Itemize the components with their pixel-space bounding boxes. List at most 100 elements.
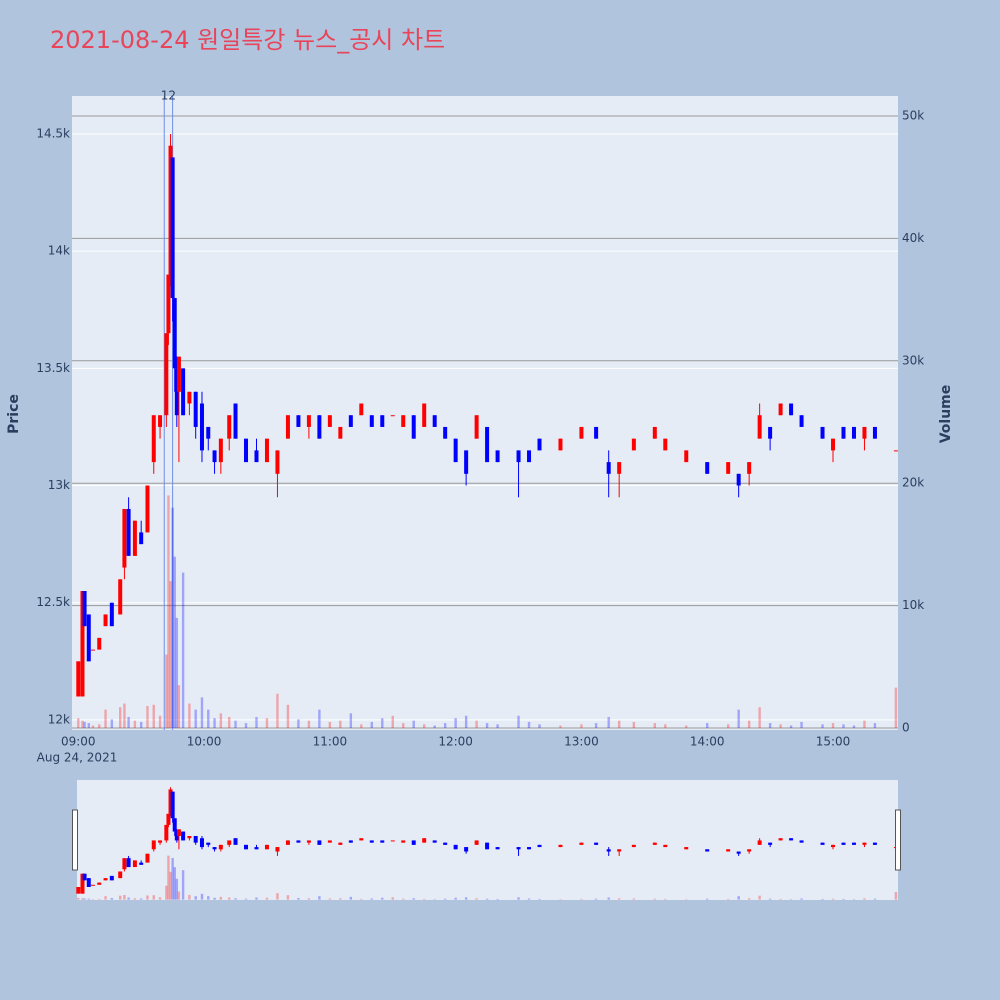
volume-bar: [244, 723, 248, 729]
slider-volume-bar: [779, 898, 782, 900]
volume-bar: [213, 718, 216, 729]
volume-bar: [360, 724, 363, 729]
volume-bar: [167, 495, 170, 729]
slider-volume-bar: [77, 897, 80, 900]
y-tick-label: 12.5k: [36, 595, 70, 609]
candle-body: [132, 520, 137, 556]
slider-volume-bar: [527, 898, 531, 900]
slider-volume-bar: [169, 871, 172, 900]
slider-volume-bar: [297, 898, 300, 900]
x-tick-label: 11:00: [313, 735, 348, 749]
candle-body: [174, 368, 179, 416]
slider-volume-bar: [244, 898, 248, 900]
volume-bar: [464, 715, 468, 729]
slider-volume-bar: [758, 895, 761, 900]
slider-candle-body: [181, 831, 186, 841]
candle-body: [443, 426, 448, 439]
slider-volume-bar: [213, 897, 216, 900]
slider-candle-body: [369, 840, 374, 843]
candle-body: [244, 438, 249, 463]
volume-bar: [207, 709, 210, 729]
candle-body: [872, 426, 877, 439]
slider-volume-bar: [706, 898, 709, 900]
volume-bar: [737, 709, 740, 729]
volume-bar: [538, 724, 541, 729]
candle-body: [485, 426, 490, 463]
volume-bar: [831, 723, 835, 729]
slider-candle-body: [820, 842, 825, 845]
x-tick-label: 10:00: [187, 735, 222, 749]
candle-body: [327, 415, 332, 427]
candle-body: [227, 415, 232, 439]
y2-tick-label: 40k: [902, 231, 924, 245]
volume-bar: [219, 713, 223, 729]
slider-volume-bar: [152, 895, 155, 900]
volume-bar: [152, 704, 155, 729]
slider-volume-bar: [228, 897, 231, 900]
candle-body: [527, 450, 532, 463]
slider-candle-body: [799, 840, 804, 843]
volume-bar: [412, 720, 415, 729]
candle-body: [80, 591, 85, 697]
volume-bar: [632, 721, 636, 729]
slider-candle-body: [86, 878, 91, 888]
candle-body: [851, 426, 856, 439]
volume-bar: [307, 720, 311, 729]
volume-bar: [559, 725, 562, 729]
candle-body: [199, 403, 204, 451]
range-slider[interactable]: [77, 780, 898, 900]
candle-body: [380, 415, 385, 427]
candle-body: [558, 438, 563, 451]
volume-bar: [391, 715, 394, 729]
candle-body: [432, 415, 437, 427]
y2-tick-label: 50k: [902, 109, 924, 123]
slider-volume-bar: [653, 898, 657, 900]
volume-bar: [119, 707, 122, 729]
candle-body: [109, 602, 114, 627]
annotation-label: 12: [161, 89, 176, 103]
volume-bar: [98, 724, 101, 729]
volume-bar: [87, 723, 90, 729]
slider-candle-body: [97, 882, 102, 885]
slider-volume-bar: [737, 896, 740, 900]
slider-candle-body: [579, 842, 584, 845]
candle-body: [97, 637, 102, 650]
slider-candle-body: [841, 842, 846, 845]
slider-volume-bar: [123, 894, 126, 900]
slider-volume-bar: [402, 898, 405, 900]
volume-bar: [123, 703, 126, 729]
candle-body: [296, 415, 301, 427]
volume-bar: [821, 724, 824, 729]
slider-volume-bar: [98, 898, 101, 900]
volume-bar: [339, 720, 342, 729]
volume-bar: [286, 704, 290, 729]
candle-body: [663, 438, 668, 451]
slider-candle-body: [757, 840, 762, 845]
y-tick-label: 13.5k: [36, 361, 70, 375]
slider-handle[interactable]: [72, 809, 78, 871]
slider-volume-bar: [265, 897, 269, 900]
slider-volume-bar: [485, 898, 489, 900]
y-tick-label: 14.5k: [36, 126, 70, 140]
slider-candle-body: [736, 851, 741, 854]
volume-bar: [454, 718, 457, 729]
slider-candle-body: [218, 844, 223, 850]
slider-volume-bar: [234, 898, 237, 900]
candle-body: [317, 415, 322, 439]
candle-body: [90, 649, 95, 651]
candle-body: [76, 661, 81, 697]
slider-handle[interactable]: [895, 809, 901, 871]
y-tick-label: 13k: [48, 478, 70, 492]
slider-candle-body: [726, 849, 731, 852]
candle-body: [606, 462, 611, 474]
slider-candle-body: [296, 840, 301, 843]
slider-candle-body: [453, 844, 458, 850]
slider-candle-body: [199, 838, 204, 848]
slider-candle-body: [172, 818, 177, 832]
candle-body: [359, 403, 364, 416]
slider-candle-body: [768, 842, 773, 845]
volume-bar: [297, 719, 300, 729]
slider-candle-body: [432, 840, 437, 843]
slider-candle-body: [254, 847, 259, 850]
candle-body: [516, 450, 521, 463]
